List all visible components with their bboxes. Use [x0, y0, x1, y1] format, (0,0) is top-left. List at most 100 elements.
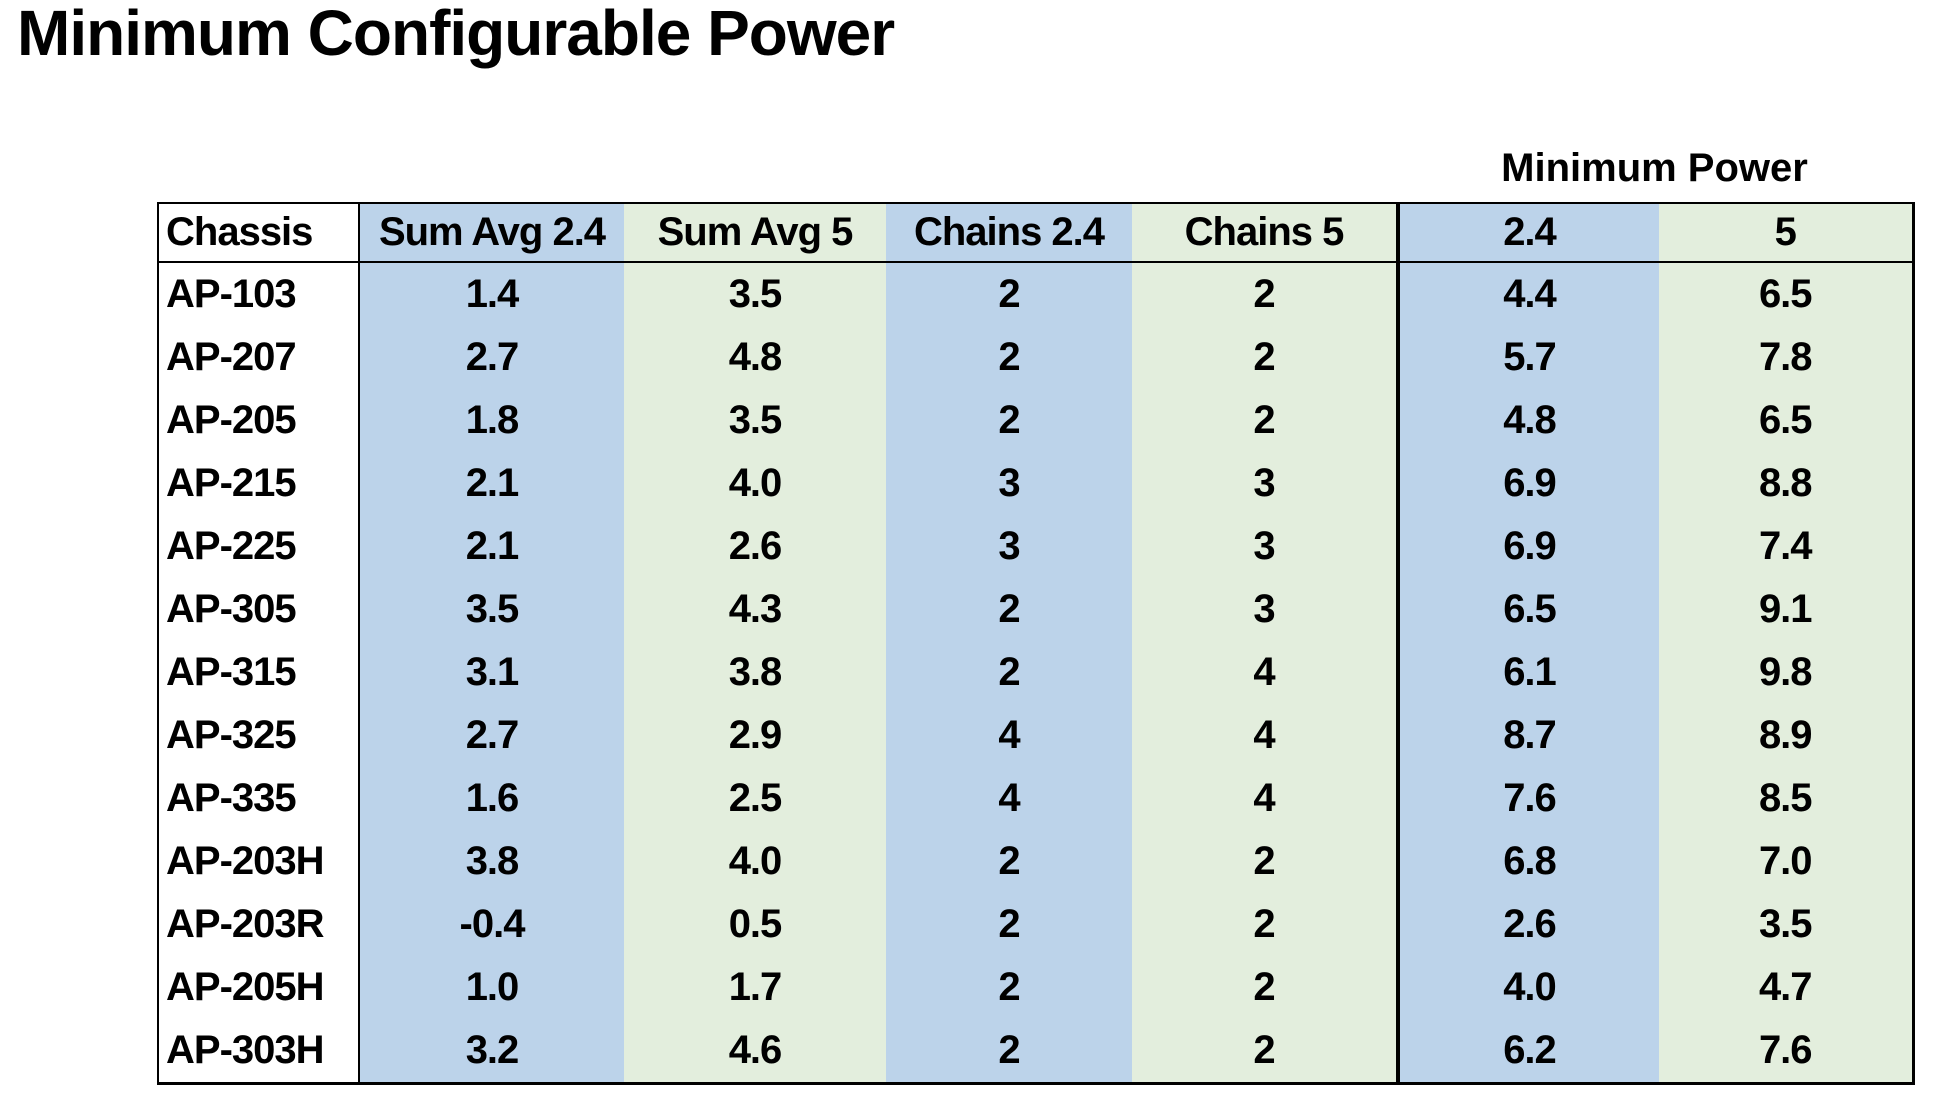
value-cell: 2.1: [359, 452, 624, 515]
value-cell: 1.6: [359, 767, 624, 830]
value-cell: 3.5: [624, 262, 886, 326]
value-cell: 4: [886, 704, 1132, 767]
value-cell: 4: [1132, 767, 1398, 830]
minimum-power-table: Chassis Sum Avg 2.4 Sum Avg 5 Chains 2.4 Cha…: [157, 202, 1915, 1085]
value-cell: 2.9: [624, 704, 886, 767]
value-cell: 2: [886, 830, 1132, 893]
table-body: AP-103 1.4 3.5 2 2 4.4 6.5 AP-207 2.7 4.8 2 2 5.7 7.8…: [157, 262, 1915, 1085]
value-cell: 7.0: [1659, 830, 1915, 893]
value-cell: 6.8: [1396, 830, 1659, 893]
table-row-ap-225: AP-225 2.1 2.6 3 3 6.9 7.4: [157, 515, 1915, 578]
value-cell: 7.4: [1659, 515, 1915, 578]
table-row-ap-203h: AP-203H 3.8 4.0 2 2 6.8 7.0: [157, 830, 1915, 893]
value-cell: 1.8: [359, 389, 624, 452]
value-cell: 3.5: [359, 578, 624, 641]
value-cell: 7.6: [1396, 767, 1659, 830]
chassis-cell: AP-303H: [157, 1019, 360, 1085]
value-cell: 9.1: [1659, 578, 1915, 641]
value-cell: 2: [886, 262, 1132, 326]
chassis-cell: AP-205: [157, 389, 360, 452]
value-cell: 2: [886, 956, 1132, 1019]
value-cell: 4: [886, 767, 1132, 830]
page-title: Minimum Configurable Power: [17, 0, 895, 69]
value-cell: 4.0: [1396, 956, 1659, 1019]
value-cell: 6.9: [1396, 452, 1659, 515]
value-cell: 2: [886, 326, 1132, 389]
value-cell: 2: [886, 641, 1132, 704]
value-cell: 4: [1132, 641, 1398, 704]
value-cell: 3.2: [359, 1019, 624, 1085]
chassis-cell: AP-315: [157, 641, 360, 704]
value-cell: 3: [1132, 578, 1398, 641]
chassis-cell: AP-335: [157, 767, 360, 830]
value-cell: 2: [1132, 262, 1398, 326]
value-cell: 3: [886, 452, 1132, 515]
value-cell: 2: [1132, 893, 1398, 956]
table-header-row: Chassis Sum Avg 2.4 Sum Avg 5 Chains 2.4 Cha…: [157, 202, 1915, 263]
value-cell: 8.5: [1659, 767, 1915, 830]
value-cell: 8.7: [1396, 704, 1659, 767]
value-cell: 8.9: [1659, 704, 1915, 767]
chassis-cell: AP-225: [157, 515, 360, 578]
value-cell: 2.5: [624, 767, 886, 830]
table-row-ap-215: AP-215 2.1 4.0 3 3 6.9 8.8: [157, 452, 1915, 515]
value-cell: 2: [1132, 956, 1398, 1019]
chassis-cell: AP-325: [157, 704, 360, 767]
value-cell: 1.0: [359, 956, 624, 1019]
column-header-sum-avg-2-4: Sum Avg 2.4: [359, 202, 624, 263]
value-cell: 2: [886, 893, 1132, 956]
chassis-cell: AP-103: [157, 262, 360, 326]
table-row-ap-207: AP-207 2.7 4.8 2 2 5.7 7.8: [157, 326, 1915, 389]
value-cell: 4.3: [624, 578, 886, 641]
column-header-chassis: Chassis: [157, 202, 360, 263]
value-cell: 2: [886, 578, 1132, 641]
value-cell: 3: [1132, 452, 1398, 515]
value-cell: 4.8: [1396, 389, 1659, 452]
value-cell: 4.0: [624, 830, 886, 893]
chassis-cell: AP-207: [157, 326, 360, 389]
value-cell: 0.5: [624, 893, 886, 956]
value-cell: 2: [1132, 326, 1398, 389]
value-cell: 2.6: [624, 515, 886, 578]
table-row-ap-315: AP-315 3.1 3.8 2 4 6.1 9.8: [157, 641, 1915, 704]
chassis-cell: AP-205H: [157, 956, 360, 1019]
value-cell: 4.0: [624, 452, 886, 515]
value-cell: 6.5: [1396, 578, 1659, 641]
value-cell: 3.5: [624, 389, 886, 452]
table-row-ap-205: AP-205 1.8 3.5 2 2 4.8 6.5: [157, 389, 1915, 452]
minimum-power-group-label: Minimum Power: [1501, 146, 1808, 190]
value-cell: 3: [1132, 515, 1398, 578]
value-cell: 3.8: [624, 641, 886, 704]
value-cell: 6.5: [1659, 389, 1915, 452]
value-cell: 6.2: [1396, 1019, 1659, 1085]
column-header-2-4: 2.4: [1396, 202, 1659, 263]
value-cell: 3: [886, 515, 1132, 578]
value-cell: 6.1: [1396, 641, 1659, 704]
value-cell: 2: [1132, 389, 1398, 452]
table-row-ap-305: AP-305 3.5 4.3 2 3 6.5 9.1: [157, 578, 1915, 641]
table-row-ap-205h: AP-205H 1.0 1.7 2 2 4.0 4.7: [157, 956, 1915, 1019]
table-row-ap-203r: AP-203R -0.4 0.5 2 2 2.6 3.5: [157, 893, 1915, 956]
value-cell: 2: [886, 389, 1132, 452]
value-cell: 5.7: [1396, 326, 1659, 389]
value-cell: 4: [1132, 704, 1398, 767]
value-cell: 2.7: [359, 326, 624, 389]
table-row-ap-325: AP-325 2.7 2.9 4 4 8.7 8.9: [157, 704, 1915, 767]
value-cell: 4.8: [624, 326, 886, 389]
value-cell: 2.7: [359, 704, 624, 767]
value-cell: 7.8: [1659, 326, 1915, 389]
value-cell: 3.1: [359, 641, 624, 704]
table-row-ap-103: AP-103 1.4 3.5 2 2 4.4 6.5: [157, 262, 1915, 326]
table-row-ap-303h: AP-303H 3.2 4.6 2 2 6.2 7.6: [157, 1019, 1915, 1085]
value-cell: 3.5: [1659, 893, 1915, 956]
value-cell: 8.8: [1659, 452, 1915, 515]
value-cell: 9.8: [1659, 641, 1915, 704]
value-cell: 4.6: [624, 1019, 886, 1085]
value-cell: 2: [1132, 830, 1398, 893]
value-cell: 4.7: [1659, 956, 1915, 1019]
value-cell: 6.5: [1659, 262, 1915, 326]
value-cell: 2: [1132, 1019, 1398, 1085]
value-cell: 3.8: [359, 830, 624, 893]
chassis-cell: AP-203H: [157, 830, 360, 893]
